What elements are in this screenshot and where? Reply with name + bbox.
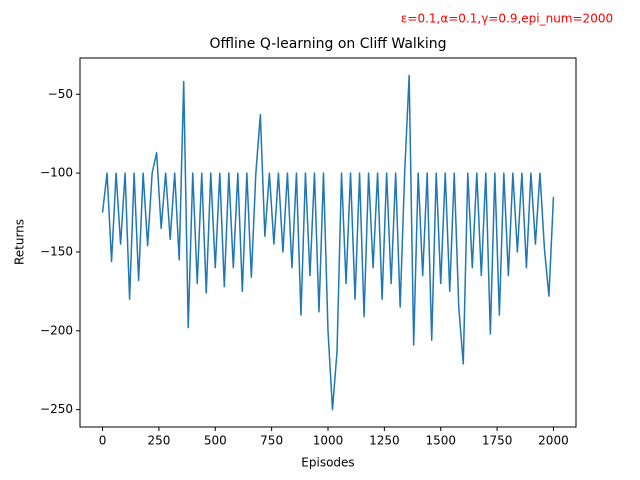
y-tick-label: −100	[40, 166, 73, 180]
x-tick-label: 250	[147, 434, 170, 448]
x-tick-label: 1250	[369, 434, 400, 448]
y-tick-label: −200	[40, 323, 73, 337]
annotation: ε=0.1,α=0.1,γ=0.9,epi_num=2000	[401, 12, 613, 26]
x-tick-label: 2000	[538, 434, 569, 448]
x-tick-label: 1000	[313, 434, 344, 448]
x-tick-label: 1500	[425, 434, 456, 448]
x-tick-label: 0	[99, 434, 107, 448]
y-tick-label: −50	[48, 87, 73, 101]
y-tick-label: −150	[40, 244, 73, 258]
x-tick-label: 1750	[482, 434, 513, 448]
chart-title: Offline Q-learning on Cliff Walking	[209, 36, 446, 52]
y-axis-label: Returns	[13, 219, 27, 265]
x-tick-label: 500	[204, 434, 227, 448]
y-tick-label: −250	[40, 402, 73, 416]
x-tick-label: 750	[260, 434, 283, 448]
x-axis-label: Episodes	[301, 456, 354, 470]
data-line	[101, 74, 555, 411]
